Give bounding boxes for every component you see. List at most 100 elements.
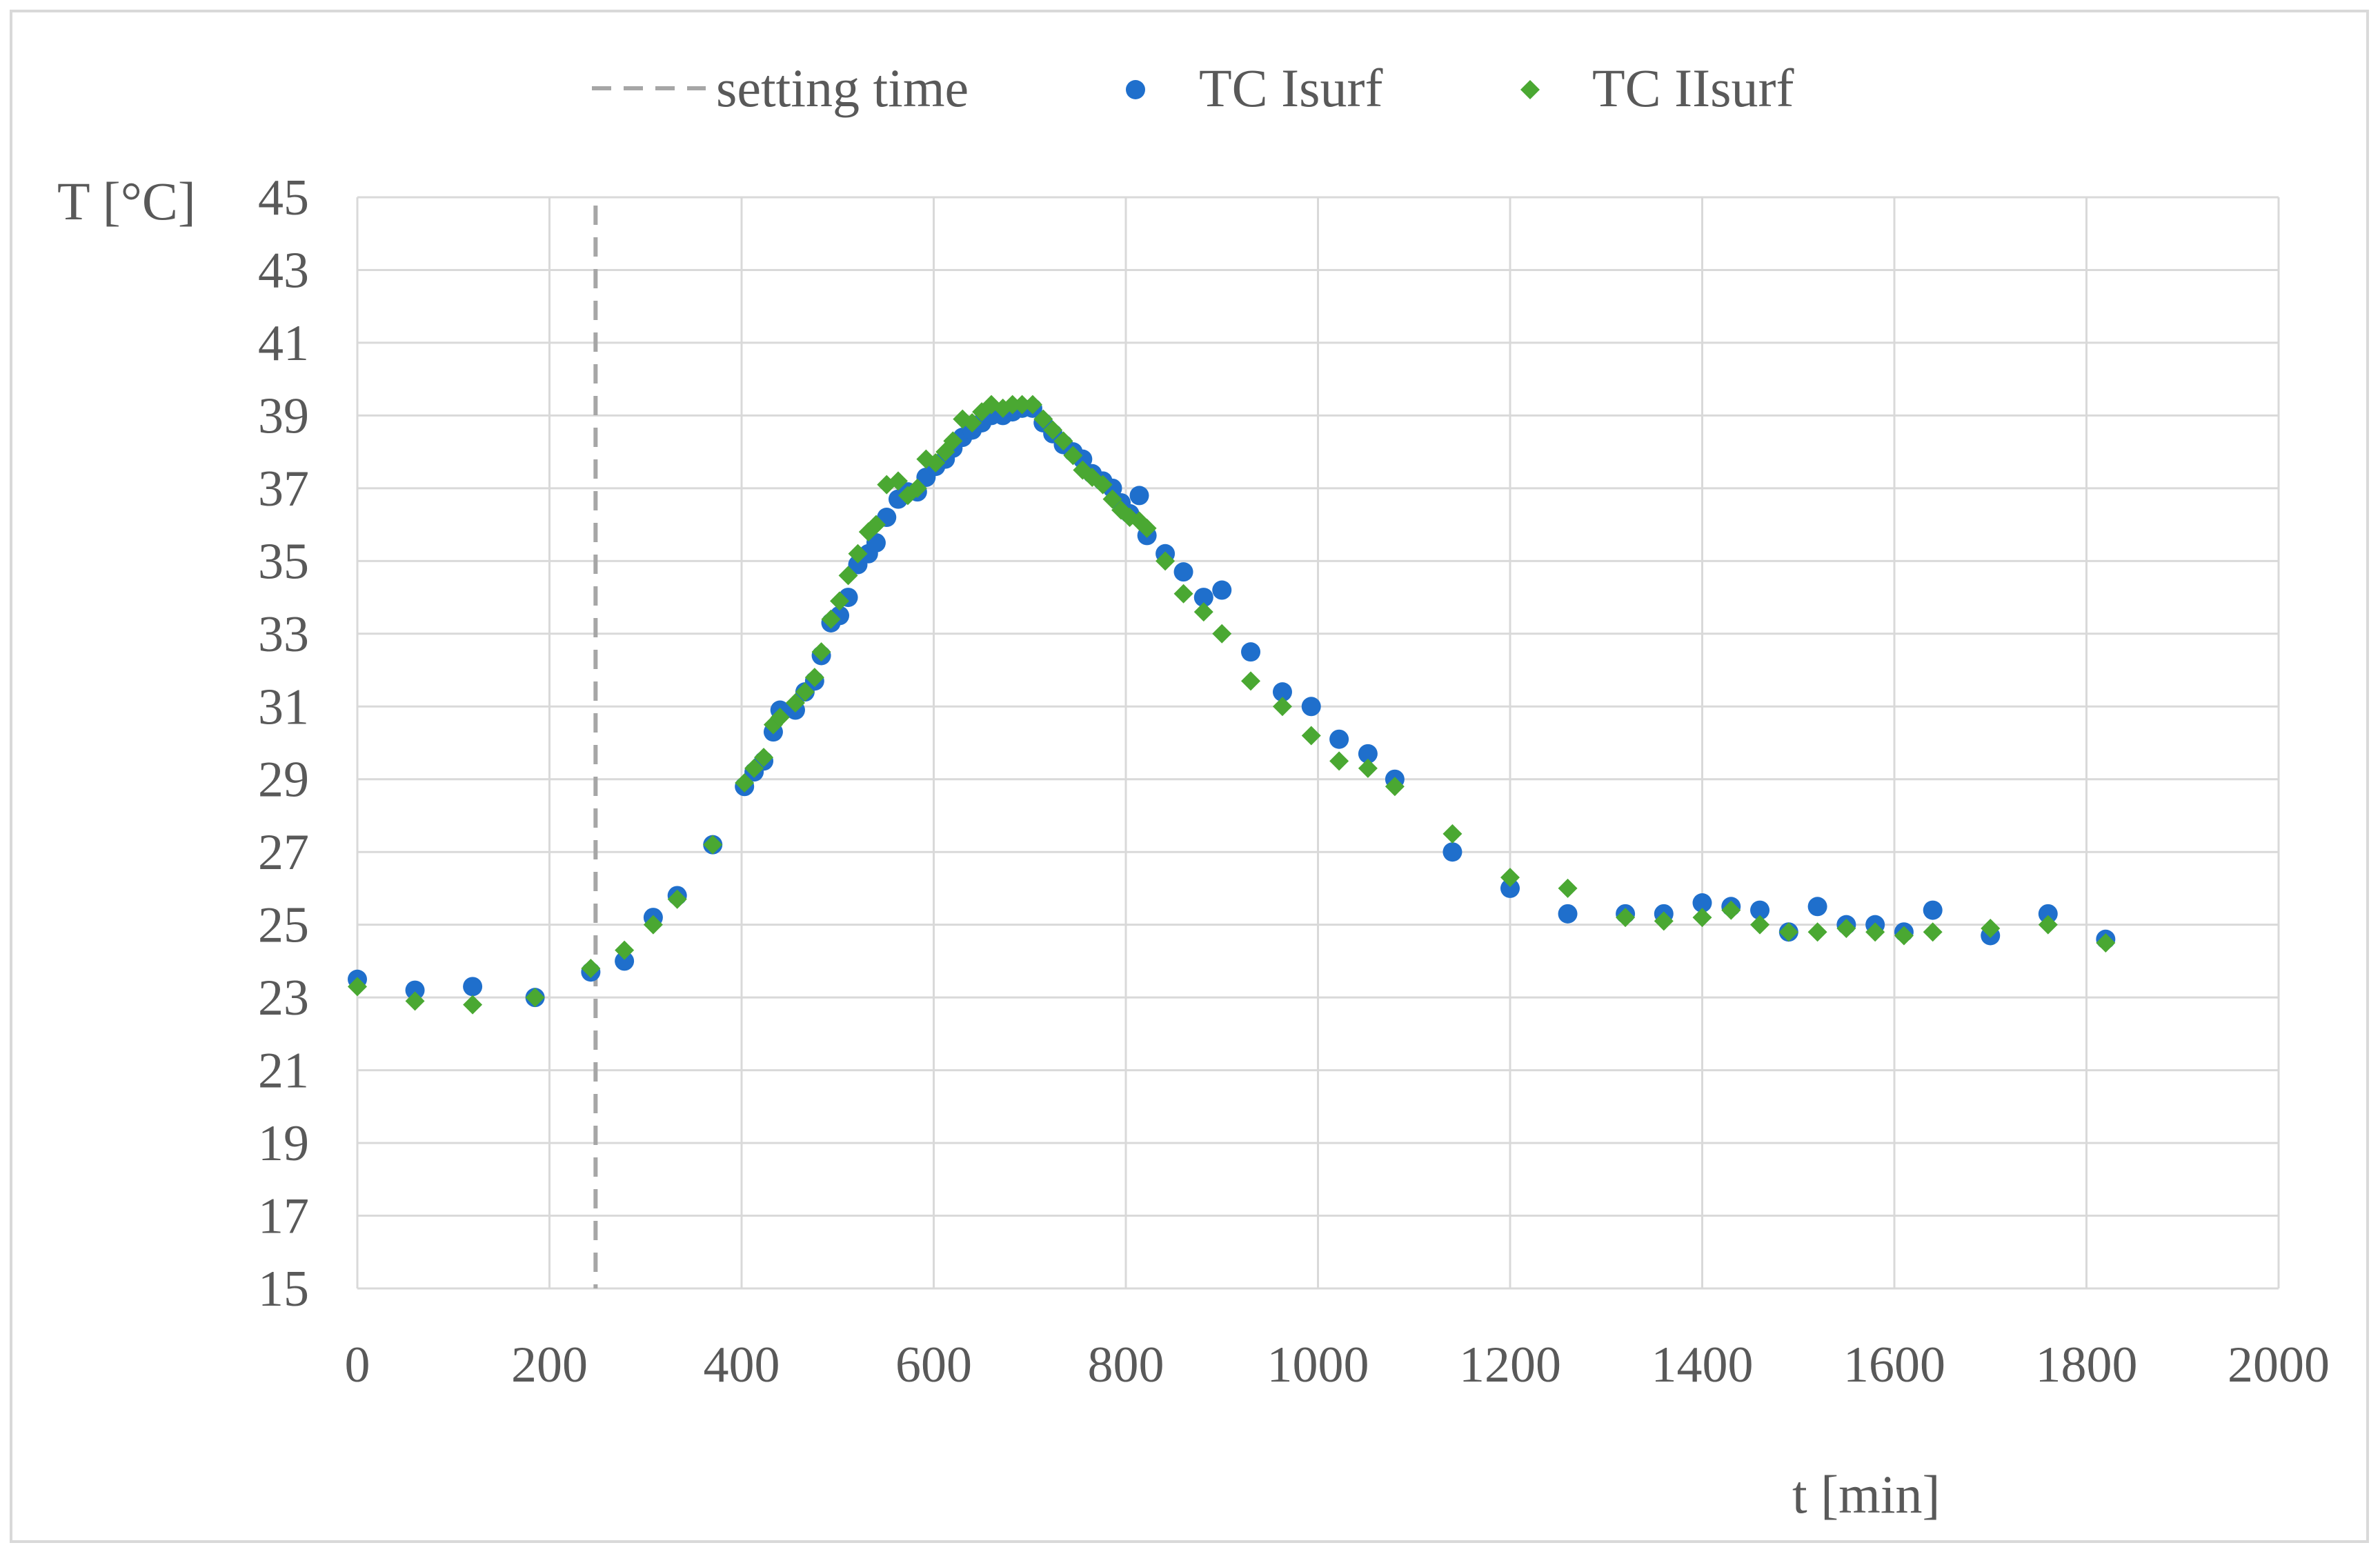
data-point (785, 693, 805, 713)
data-point (1981, 918, 2001, 938)
data-point (848, 544, 868, 564)
scatter-chart: 0 200 400 600 800 1000 1200 1400 1600 1800 2000 15… (57, 58, 2330, 1524)
y-tick-label: 33 (258, 606, 309, 663)
data-point (1212, 624, 1232, 644)
legend-marker (1126, 80, 1145, 99)
series-layer (348, 395, 2116, 1015)
data-point (1778, 922, 1798, 942)
data-point (866, 515, 886, 535)
chart-frame: 0 200 400 600 800 1000 1200 1400 1600 1800 2000 15… (10, 10, 2369, 1543)
data-point (1807, 897, 1827, 917)
data-point (1558, 904, 1578, 924)
data-point (1358, 744, 1378, 764)
legend-tc-isurf-marker (1126, 80, 1145, 99)
data-point (754, 748, 774, 768)
data-point (1301, 726, 1321, 746)
y-tick-label: 21 (258, 1043, 309, 1099)
y-tick-label: 17 (258, 1188, 309, 1245)
y-tick-label: 15 (258, 1261, 309, 1317)
legend-tc-iisurf-marker (1520, 80, 1540, 99)
y-tick-label: 31 (258, 679, 309, 735)
y-tick-label: 19 (258, 1115, 309, 1172)
y-tick-label: 39 (258, 388, 309, 444)
data-point (770, 708, 790, 728)
data-point (821, 609, 841, 629)
data-point (1750, 915, 1770, 935)
x-tick-label: 1800 (2036, 1337, 2138, 1393)
data-point (2096, 933, 2116, 953)
data-point (926, 452, 946, 472)
data-point (1012, 395, 1032, 415)
data-point (1654, 911, 1674, 931)
data-point (1102, 489, 1122, 509)
legend-marker (1520, 80, 1540, 99)
x-tick-labels: 0 200 400 600 800 1000 1200 1400 1600 1800 2000 (345, 1337, 2330, 1393)
data-point (735, 773, 755, 793)
data-point (2038, 915, 2058, 935)
x-tick-label: 800 (1088, 1337, 1164, 1393)
data-point (1329, 751, 1349, 771)
data-point (1500, 878, 1520, 898)
data-point (1212, 580, 1232, 600)
data-point (348, 977, 367, 997)
data-point (1193, 588, 1213, 608)
data-point (1894, 926, 1914, 946)
series-tc-isurf (348, 398, 2116, 1008)
data-point (1033, 409, 1053, 429)
x-tick-label: 1000 (1267, 1337, 1369, 1393)
data-point (667, 889, 687, 909)
y-tick-label: 41 (258, 315, 309, 372)
data-point (525, 988, 545, 1008)
data-point (405, 991, 425, 1011)
x-tick-label: 400 (704, 1337, 780, 1393)
data-point (1807, 922, 1827, 942)
x-tick-label: 200 (511, 1337, 588, 1393)
data-point (1500, 868, 1520, 888)
data-point (1241, 671, 1261, 691)
x-tick-label: 0 (345, 1337, 370, 1393)
data-point (1301, 697, 1321, 717)
series-tc-iisurf (348, 395, 2116, 1015)
y-axis-title: T [°C] (57, 171, 196, 231)
data-point (1053, 431, 1073, 451)
x-axis-title: t [min] (1792, 1464, 1940, 1524)
data-point (811, 642, 831, 662)
y-tick-labels: 15 17 19 21 23 25 27 29 31 33 35 37 39 41 43 45 (258, 170, 309, 1317)
data-point (1193, 602, 1213, 622)
y-tick-label: 35 (258, 533, 309, 590)
data-point (907, 478, 927, 498)
data-point (615, 951, 635, 971)
data-point (888, 471, 908, 491)
data-point (1137, 518, 1157, 538)
legend-setting-time-label: setting time (716, 58, 969, 118)
data-point (1923, 922, 1943, 942)
data-point (830, 591, 850, 611)
y-tick-label: 25 (258, 897, 309, 954)
data-point (1241, 642, 1261, 662)
x-tick-label: 1400 (1652, 1337, 1754, 1393)
data-point (703, 835, 723, 855)
legend: setting time TC Isurf TC IIsurf (592, 58, 1794, 118)
data-point (1692, 908, 1712, 928)
y-tick-label: 37 (258, 461, 309, 517)
data-point (405, 980, 425, 1000)
data-point (1272, 682, 1292, 702)
data-point (804, 668, 824, 688)
data-point (1173, 562, 1193, 582)
data-point (1043, 420, 1063, 440)
data-point (1721, 900, 1741, 920)
data-point (615, 940, 635, 960)
y-tick-label: 23 (258, 970, 309, 1026)
data-point (1558, 878, 1578, 898)
x-tick-label: 2000 (2228, 1337, 2330, 1393)
data-point (1093, 475, 1113, 495)
data-point (1156, 551, 1176, 571)
data-point (962, 412, 982, 432)
data-point (1022, 395, 1042, 415)
data-point (943, 431, 963, 451)
data-point (1442, 824, 1462, 844)
y-tick-label: 45 (258, 170, 309, 226)
data-point (763, 715, 783, 735)
data-point (1129, 486, 1149, 506)
y-tick-label: 29 (258, 752, 309, 808)
